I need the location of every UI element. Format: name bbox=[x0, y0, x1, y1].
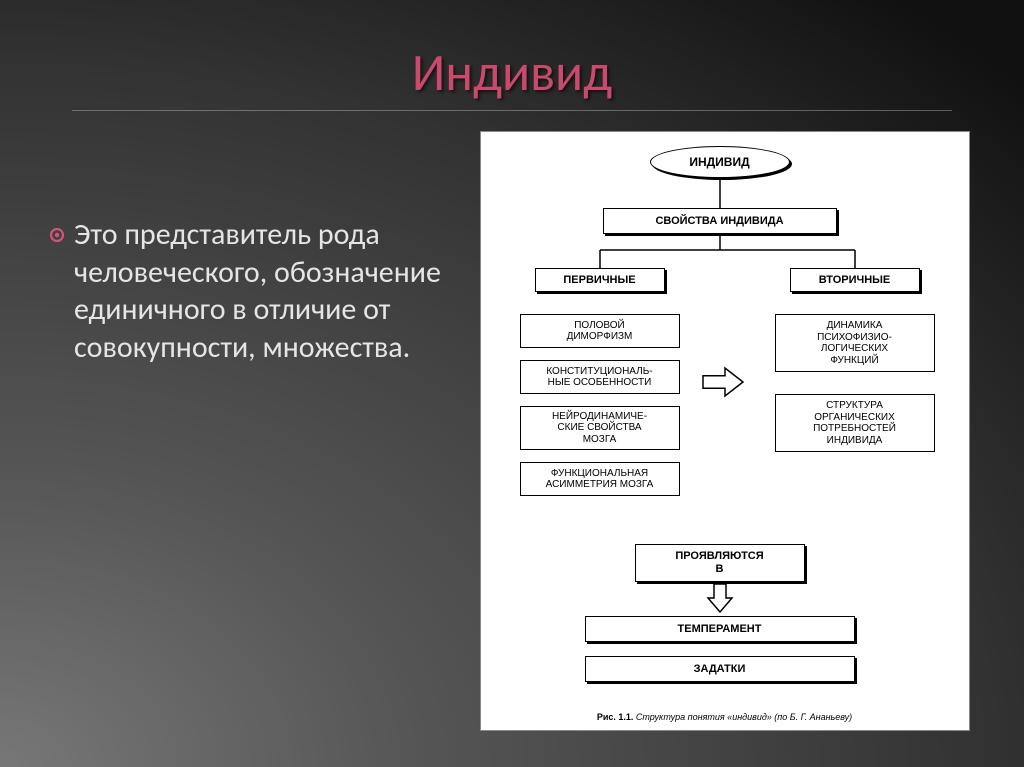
node-secondary: ВТОРИЧНЫЕ bbox=[790, 268, 920, 292]
flowchart-panel: ИНДИВИД СВОЙСТВА ИНДИВИДА ПЕРВИЧНЫЕ ВТОРИЧН… bbox=[480, 131, 970, 731]
node-p4: ФУНКЦИОНАЛЬНАЯАСИММЕТРИЯ МОЗГА bbox=[520, 462, 680, 496]
node-p1: ПОЛОВОЙДИМОРФИЗМ bbox=[520, 314, 680, 348]
figure-caption: Рис. 1.1. Структура понятия «индивид» (п… bbox=[495, 712, 955, 722]
caption-prefix: Рис. 1.1. bbox=[597, 712, 634, 722]
caption-text: Структура понятия «индивид» (по Б. Г. Ан… bbox=[636, 712, 852, 722]
left-column: Это представитель рода человеческого, об… bbox=[50, 126, 455, 737]
slide-title: Индивид bbox=[72, 40, 952, 111]
node-aptitude: ЗАДАТКИ bbox=[585, 656, 855, 682]
node-s2: СТРУКТУРАОРГАНИЧЕСКИХПОТРЕБНОСТЕЙИНДИВИД… bbox=[775, 394, 935, 452]
bullet-text: Это представитель рода человеческого, об… bbox=[74, 216, 455, 366]
columns: Это представитель рода человеческого, об… bbox=[50, 126, 974, 737]
node-root: ИНДИВИД bbox=[650, 146, 790, 178]
slide-content: Индивид Это представитель рода человечес… bbox=[0, 0, 1024, 767]
bullet-marker-icon bbox=[50, 228, 64, 247]
node-props: СВОЙСТВА ИНДИВИДА bbox=[603, 208, 837, 234]
node-primary: ПЕРВИЧНЫЕ bbox=[535, 268, 665, 292]
node-s1: ДИНАМИКАПСИХОФИЗИО-ЛОГИЧЕСКИХФУНКЦИЙ bbox=[775, 314, 935, 372]
title-wrap: Индивид bbox=[50, 40, 974, 111]
right-column: ИНДИВИД СВОЙСТВА ИНДИВИДА ПЕРВИЧНЫЕ ВТОРИЧН… bbox=[475, 126, 974, 737]
node-temperament: ТЕМПЕРАМЕНТ bbox=[585, 616, 855, 642]
node-p3: НЕЙРОДИНАМИЧЕ-СКИЕ СВОЙСТВАМОЗГА bbox=[520, 406, 680, 450]
bullet-item: Это представитель рода человеческого, об… bbox=[50, 216, 455, 366]
node-manifest: ПРОЯВЛЯЮТСЯВ bbox=[635, 544, 805, 582]
node-p2: КОНСТИТУЦИОНАЛЬ-НЫЕ ОСОБЕННОСТИ bbox=[520, 360, 680, 394]
flowchart-canvas: ИНДИВИД СВОЙСТВА ИНДИВИДА ПЕРВИЧНЫЕ ВТОРИЧН… bbox=[495, 146, 955, 706]
